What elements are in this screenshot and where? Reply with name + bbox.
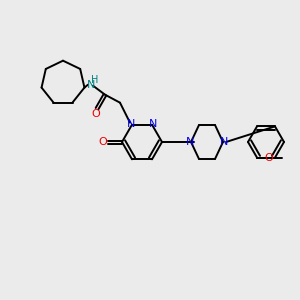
Text: O: O xyxy=(264,153,273,163)
Text: N: N xyxy=(186,137,194,147)
Text: N: N xyxy=(220,137,228,147)
Text: N: N xyxy=(87,80,95,90)
Text: N: N xyxy=(149,119,157,129)
Text: N: N xyxy=(127,119,135,129)
Text: H: H xyxy=(91,75,99,85)
Text: O: O xyxy=(99,137,107,147)
Text: O: O xyxy=(92,109,100,119)
